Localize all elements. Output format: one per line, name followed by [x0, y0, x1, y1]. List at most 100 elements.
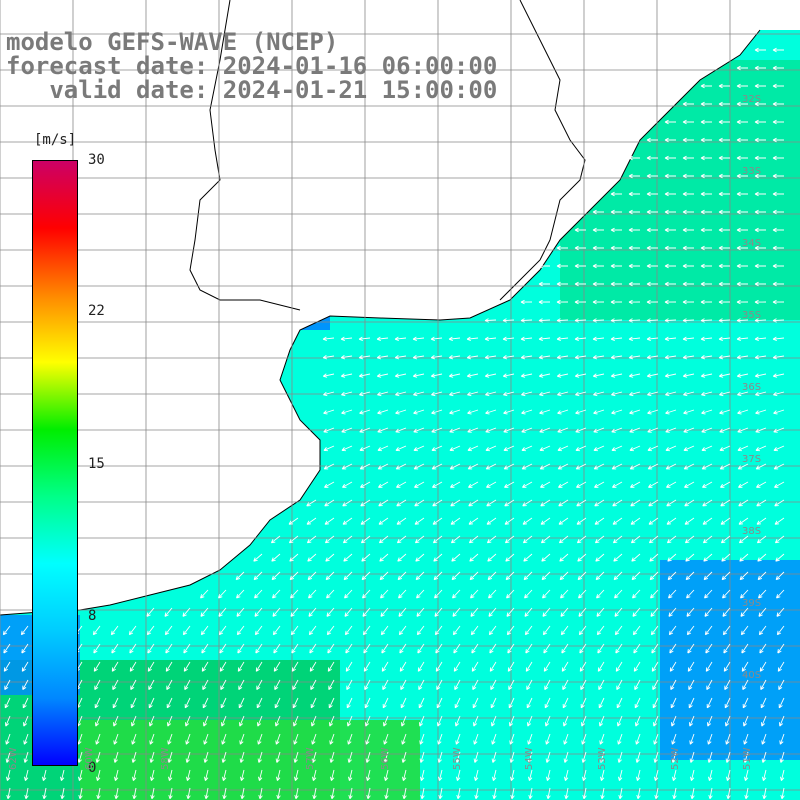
- wind-arrow: [719, 427, 731, 433]
- wind-arrow: [742, 697, 749, 709]
- wind-arrow: [525, 661, 533, 672]
- wind-arrow: [772, 155, 784, 161]
- wind-arrow: [741, 643, 749, 654]
- wind-arrow: [114, 769, 119, 781]
- wind-arrow: [272, 589, 281, 599]
- wind-arrow: [491, 751, 497, 763]
- wind-arrow: [688, 697, 695, 709]
- wind-arrow: [776, 625, 785, 636]
- wind-arrow: [468, 535, 479, 544]
- wind-arrow: [775, 553, 785, 562]
- wind-arrow: [700, 101, 712, 107]
- wind-arrow: [434, 607, 443, 617]
- wind-arrow: [361, 571, 371, 581]
- wind-arrow: [682, 355, 695, 360]
- wind-arrow: [772, 373, 785, 378]
- wind-arrow: [718, 209, 730, 215]
- wind-arrow: [574, 373, 587, 378]
- wind-arrow: [254, 589, 263, 599]
- wind-arrow: [294, 787, 299, 800]
- wind-arrow: [509, 733, 515, 745]
- wind-arrow: [308, 625, 317, 636]
- wind-arrow: [364, 679, 371, 691]
- wind-arrow: [646, 355, 659, 360]
- wind-arrow: [150, 787, 155, 800]
- wind-arrow: [466, 373, 479, 378]
- wind-arrow: [485, 409, 497, 415]
- wind-arrow: [148, 697, 155, 709]
- wind-arrow: [290, 589, 299, 599]
- wind-arrow: [718, 191, 730, 197]
- wind-arrow: [395, 409, 407, 415]
- wind-arrow: [23, 751, 29, 763]
- wind-arrow: [700, 137, 712, 143]
- wind-arrow: [5, 751, 11, 763]
- wind-arrow: [740, 589, 749, 599]
- wind-arrow: [545, 751, 551, 763]
- wind-arrow: [582, 787, 587, 800]
- wind-arrow: [579, 643, 587, 654]
- wind-arrow: [617, 733, 623, 745]
- wind-arrow: [450, 481, 461, 488]
- wind-arrow: [649, 571, 659, 581]
- wind-arrow: [395, 445, 407, 452]
- wind-arrow: [646, 373, 659, 378]
- wind-arrow: [687, 643, 695, 654]
- wind-arrow: [490, 679, 497, 691]
- wind-arrow: [323, 427, 335, 433]
- wind-arrow: [564, 787, 569, 800]
- wind-arrow: [202, 697, 209, 709]
- wind-arrow: [540, 535, 551, 544]
- wind-arrow: [432, 499, 443, 507]
- wind-arrow: [432, 481, 443, 488]
- wind-arrow: [664, 191, 676, 197]
- wind-arrow: [366, 769, 371, 781]
- coastline-path: [0, 29, 761, 616]
- wind-arrow: [666, 499, 677, 507]
- wind-arrow: [575, 391, 587, 397]
- wind-arrow: [581, 715, 587, 727]
- wind-arrow: [594, 481, 605, 488]
- wind-arrow: [341, 463, 353, 470]
- wind-arrow: [489, 661, 497, 672]
- wind-arrow: [417, 661, 425, 672]
- wind-arrow: [397, 553, 407, 562]
- wind-arrow: [255, 643, 263, 654]
- wind-arrow: [556, 336, 569, 342]
- wind-arrow: [275, 715, 281, 727]
- wind-arrow: [726, 769, 731, 781]
- wind-arrow: [362, 625, 371, 636]
- wind-arrow: [702, 481, 713, 488]
- wind-arrow: [343, 553, 353, 562]
- wind-arrow: [4, 697, 11, 709]
- wind-arrow: [396, 535, 407, 544]
- wind-arrow: [754, 155, 766, 161]
- wind-arrow: [471, 643, 479, 654]
- wind-arrow: [378, 499, 389, 507]
- wind-arrow: [520, 318, 533, 323]
- wind-arrow: [343, 571, 353, 581]
- wind-arrow: [467, 391, 479, 397]
- colorbar-tick-15: 15: [88, 456, 105, 472]
- wind-arrow: [376, 373, 389, 378]
- wind-arrow: [254, 607, 263, 617]
- wind-arrow: [94, 697, 101, 709]
- wind-arrow: [325, 553, 335, 562]
- wind-arrow: [469, 553, 479, 562]
- wind-arrow: [113, 715, 119, 727]
- wind-arrow: [4, 679, 11, 691]
- wind-arrow: [665, 445, 677, 452]
- wind-arrow: [400, 679, 407, 691]
- wind-arrow: [700, 263, 712, 269]
- wind-arrow: [595, 553, 605, 562]
- wind-arrow: [772, 47, 784, 53]
- wind-arrow: [394, 373, 407, 378]
- wind-arrow: [664, 373, 677, 378]
- wind-arrow: [379, 571, 389, 581]
- wind-arrow: [470, 607, 479, 617]
- wind-arrow: [761, 733, 767, 745]
- wind-arrow: [593, 409, 605, 415]
- wind-arrow: [538, 336, 551, 342]
- wind-arrow: [437, 715, 443, 727]
- wind-arrow: [538, 373, 551, 378]
